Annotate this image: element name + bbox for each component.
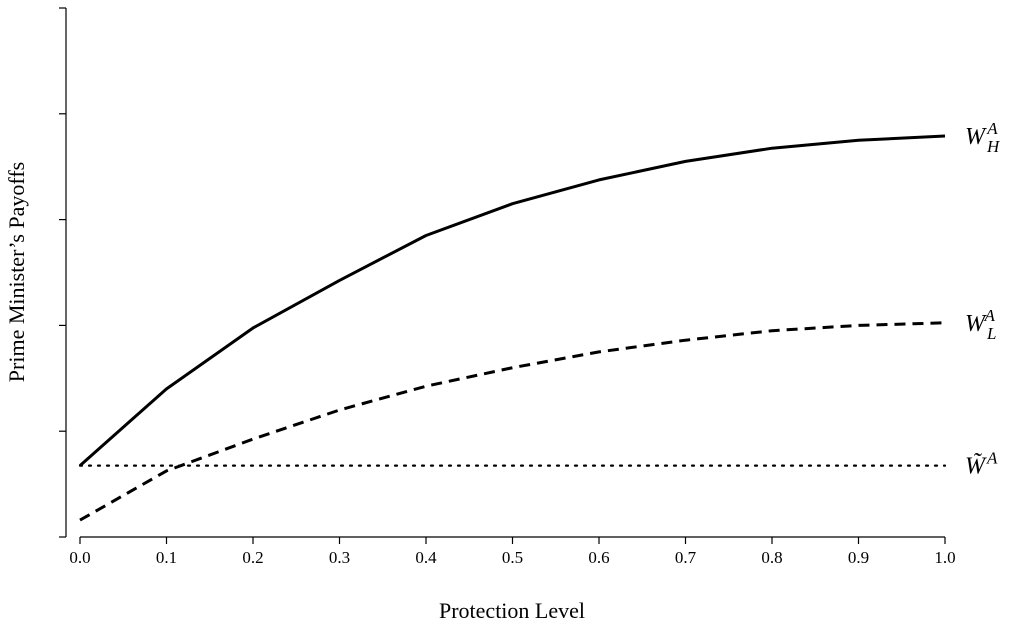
x-tick-label: 0.0	[69, 548, 90, 567]
series-line-solid	[79, 134, 946, 467]
series-label: W̃ A	[965, 449, 998, 480]
series-labels: W HA W LA W̃ A	[965, 119, 1001, 480]
axes	[65, 8, 945, 538]
x-tick-label: 1.0	[934, 548, 955, 567]
x-axis-title: Protection Level	[439, 598, 585, 623]
x-tick-label: 0.1	[156, 548, 177, 567]
x-tick-label: 0.5	[502, 548, 523, 567]
x-tick-label: 0.6	[588, 548, 609, 567]
series-label: W LA	[965, 306, 996, 343]
series-line-dashed	[79, 321, 946, 522]
y-ticks	[59, 7, 66, 538]
x-tick-label: 0.4	[415, 548, 437, 567]
x-tick-label: 0.3	[329, 548, 350, 567]
x-tick-label: 0.2	[242, 548, 263, 567]
x-tick-label: 0.9	[848, 548, 869, 567]
x-tick-label: 0.8	[761, 548, 782, 567]
x-ticks: 0.0 0.1 0.2 0.3 0.4 0.5 0.6 0.7 0.8 0.9 1.0	[69, 537, 956, 567]
series-layer	[78, 134, 947, 522]
x-tick-label: 0.7	[675, 548, 697, 567]
y-axis-title: Prime Minister’s Payoffs	[4, 162, 29, 382]
series-label: W HA	[965, 119, 1001, 156]
